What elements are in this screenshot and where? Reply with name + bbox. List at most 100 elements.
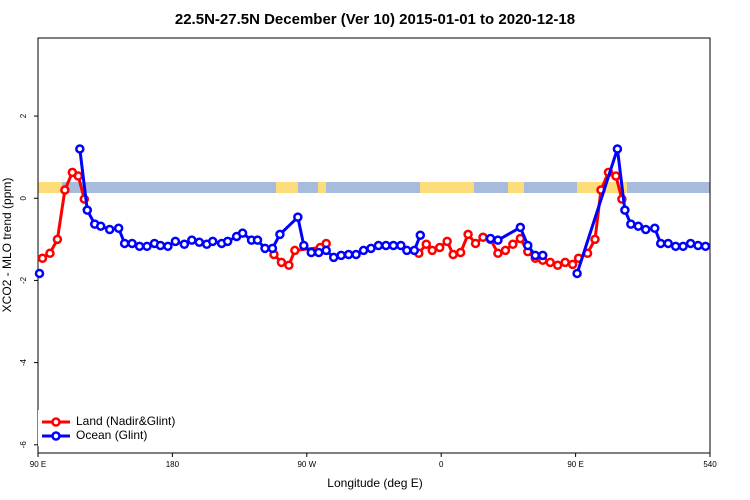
data-point xyxy=(478,232,488,243)
data-point xyxy=(455,247,466,258)
legend-label: Land (Nadir&Glint) xyxy=(76,414,175,428)
data-point xyxy=(343,249,354,260)
data-point xyxy=(275,229,285,240)
data-point xyxy=(537,250,548,261)
x-tick-label: 90 W xyxy=(297,460,316,469)
legend-label: Ocean (Glint) xyxy=(76,428,147,442)
data-point xyxy=(252,235,263,245)
data-point xyxy=(396,240,406,251)
data-point xyxy=(45,248,55,259)
data-point xyxy=(155,240,166,251)
data-point xyxy=(448,249,458,260)
data-point xyxy=(37,253,48,263)
y-tick-label: -2 xyxy=(19,276,28,284)
data-point xyxy=(388,240,399,251)
data-point xyxy=(366,243,376,254)
data-point xyxy=(194,237,205,247)
x-tick-label: 540 xyxy=(703,460,717,469)
data-point xyxy=(649,223,660,233)
x-axis-label: Longitude (deg E) xyxy=(327,476,422,490)
y-tick-label: -6 xyxy=(19,441,28,449)
data-point xyxy=(409,245,420,256)
data-point xyxy=(313,247,324,258)
data-point xyxy=(299,240,309,251)
data-point xyxy=(267,243,278,254)
data-point xyxy=(237,228,248,238)
data-point xyxy=(328,252,339,263)
y-tick-label: 2 xyxy=(19,113,28,118)
data-point xyxy=(381,240,391,251)
data-point xyxy=(75,144,85,154)
data-point xyxy=(572,268,582,279)
data-point xyxy=(590,234,600,245)
x-tick-label: 180 xyxy=(166,460,180,469)
data-point xyxy=(119,238,130,249)
data-point xyxy=(670,241,681,252)
data-point xyxy=(612,144,623,154)
data-point xyxy=(260,243,270,254)
data-point xyxy=(663,238,673,249)
data-point xyxy=(82,205,93,215)
data-point xyxy=(34,268,45,279)
data-point xyxy=(463,229,473,240)
data-point xyxy=(290,245,300,256)
data-point xyxy=(207,236,218,247)
data-point xyxy=(179,239,190,250)
legend-marker xyxy=(51,431,61,441)
data-point xyxy=(113,223,124,233)
data-point xyxy=(276,257,287,268)
data-point xyxy=(402,245,412,256)
data-point xyxy=(321,245,331,256)
data-point xyxy=(508,239,518,250)
chart-title: 22.5N-27.5N December (Ver 10) 2015-01-01… xyxy=(175,11,575,28)
data-point xyxy=(60,185,70,195)
data-point xyxy=(515,222,526,233)
data-point xyxy=(493,248,503,259)
data-point xyxy=(493,235,503,245)
data-point xyxy=(530,250,541,261)
data-point xyxy=(685,238,696,249)
y-axis-label: XCO2 - MLO trend (ppm) xyxy=(0,178,14,313)
data-point xyxy=(373,240,384,251)
data-point xyxy=(415,230,426,240)
data-point xyxy=(567,259,578,270)
data-point xyxy=(620,205,630,215)
data-point xyxy=(134,241,145,252)
data-point xyxy=(523,240,533,251)
data-point xyxy=(655,238,666,249)
data-point xyxy=(500,245,511,256)
data-point xyxy=(163,241,173,252)
x-tick-label: 0 xyxy=(439,460,444,469)
data-point xyxy=(641,224,651,235)
y-tick-label: 0 xyxy=(19,195,28,200)
data-point xyxy=(470,238,481,249)
data-point xyxy=(552,260,563,270)
data-point xyxy=(693,240,703,251)
data-point xyxy=(545,257,555,268)
data-point xyxy=(351,249,361,260)
legend-marker xyxy=(51,417,61,427)
data-point xyxy=(142,241,152,252)
data-point xyxy=(700,241,711,252)
data-point xyxy=(222,236,233,247)
x-tick-label: 90 E xyxy=(30,460,46,469)
y-tick-label: -4 xyxy=(19,359,28,367)
data-point xyxy=(187,235,197,245)
data-point xyxy=(427,245,437,256)
data-point xyxy=(293,212,303,222)
map-strip xyxy=(38,182,710,193)
data-point xyxy=(421,239,432,250)
series-line xyxy=(575,148,706,274)
data-point xyxy=(611,171,621,181)
data-point xyxy=(127,238,137,249)
data-point xyxy=(73,171,84,181)
data-point xyxy=(336,250,346,261)
data-point xyxy=(170,236,181,247)
data-point xyxy=(485,233,496,244)
data-point xyxy=(95,221,106,231)
data-point xyxy=(358,245,369,256)
x-tick-label: 90 E xyxy=(567,460,583,469)
data-point xyxy=(306,247,317,258)
data-point xyxy=(442,236,452,247)
data-point xyxy=(560,257,570,268)
